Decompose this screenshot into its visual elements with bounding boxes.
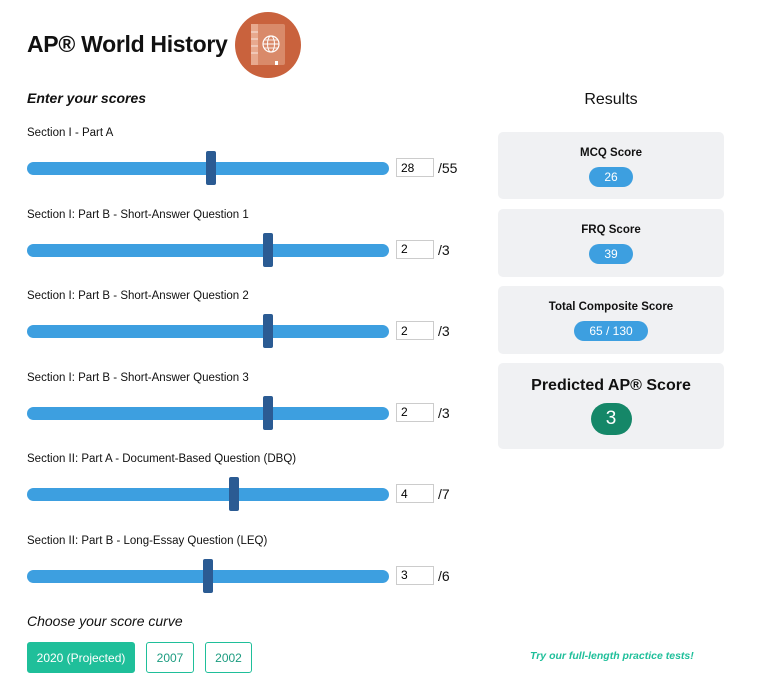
section-label: Section II: Part B - Long-Essay Question… <box>27 534 268 547</box>
score-input[interactable] <box>396 158 434 177</box>
composite-score-card: Total Composite Score 65 / 130 <box>498 286 724 354</box>
max-score: /3 <box>438 241 450 258</box>
curve-2002-button[interactable]: 2002 <box>205 642 252 673</box>
score-slider[interactable] <box>27 488 389 501</box>
slider-thumb[interactable] <box>263 232 274 267</box>
score-input[interactable] <box>396 402 434 422</box>
score-section: Section I - Part A /55 <box>27 127 467 197</box>
predicted-ap-label: Predicted AP® Score <box>531 377 691 394</box>
predicted-ap-card: Predicted AP® Score 3 <box>498 363 724 449</box>
composite-score-label: Total Composite Score <box>548 301 674 313</box>
section-label: Section I - Part A <box>27 127 114 139</box>
curve-heading: Choose your score curve <box>27 613 183 629</box>
mcq-score-card: MCQ Score 26 <box>498 132 724 199</box>
section-label: Section I: Part B - Short-Answer Questio… <box>27 208 249 221</box>
section-label: Section I: Part B - Short-Answer Questio… <box>27 290 249 302</box>
section-label: Section I: Part B - Short-Answer Questio… <box>27 371 249 384</box>
max-score: /6 <box>438 567 450 584</box>
score-section: Section I: Part B - Short-Answer Questio… <box>27 372 467 442</box>
frq-score-value: 39 <box>589 244 633 264</box>
frq-score-label: FRQ Score <box>581 224 641 236</box>
max-score: /3 <box>438 404 450 421</box>
practice-tests-link[interactable]: Try our full-length practice tests! <box>530 650 694 662</box>
slider-thumb[interactable] <box>228 477 239 511</box>
score-slider[interactable] <box>27 406 389 420</box>
section-label: Section II: Part A - Document-Based Ques… <box>27 453 297 465</box>
max-score: /55 <box>438 160 458 176</box>
enter-scores-heading: Enter your scores <box>27 90 147 106</box>
curve-2007-button[interactable]: 2007 <box>146 642 194 673</box>
mcq-score-value: 26 <box>589 167 633 187</box>
book-globe-icon <box>235 12 301 78</box>
score-section: Section I: Part B - Short-Answer Questio… <box>27 290 467 360</box>
mcq-score-label: MCQ Score <box>580 147 642 159</box>
score-slider[interactable] <box>27 325 389 338</box>
max-score: /3 <box>438 323 450 339</box>
score-slider[interactable] <box>27 243 389 257</box>
slider-thumb[interactable] <box>206 151 217 185</box>
score-input[interactable] <box>396 239 434 259</box>
composite-score-value: 65 / 130 <box>574 321 648 341</box>
score-section: Section II: Part B - Long-Essay Question… <box>27 535 467 605</box>
predicted-ap-value: 3 <box>590 403 632 435</box>
page-title: AP® World History <box>27 31 228 57</box>
curve-2020-button[interactable]: 2020 (Projected) <box>27 642 135 673</box>
slider-thumb[interactable] <box>263 314 274 348</box>
score-input[interactable] <box>396 565 434 585</box>
max-score: /7 <box>438 486 450 502</box>
score-section: Section II: Part A - Document-Based Ques… <box>27 453 467 523</box>
results-heading: Results <box>584 91 638 108</box>
score-section: Section I: Part B - Short-Answer Questio… <box>27 209 467 279</box>
score-input[interactable] <box>396 484 434 503</box>
frq-score-card: FRQ Score 39 <box>498 209 724 277</box>
slider-thumb[interactable] <box>263 395 274 430</box>
score-input[interactable] <box>396 321 434 340</box>
slider-thumb[interactable] <box>203 558 213 593</box>
